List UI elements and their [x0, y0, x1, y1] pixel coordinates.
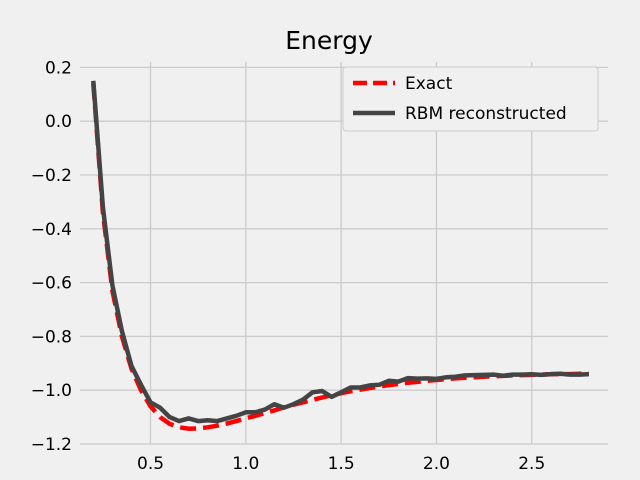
legend-label-1: RBM reconstructed [405, 104, 567, 124]
x-tick-label: 1.0 [232, 454, 259, 474]
y-axis-ticks: −1.2 −1.0 −0.8 −0.6 −0.4 −0.2 0.0 0.2 [31, 58, 72, 455]
y-tick-label: −0.8 [31, 327, 72, 347]
legend-box [342, 66, 599, 132]
grid [80, 62, 608, 445]
x-tick-label: 1.5 [328, 454, 355, 474]
y-tick-label: −0.4 [31, 220, 72, 240]
legend-label-0: Exact [405, 74, 453, 94]
chart-title: Energy [285, 26, 373, 55]
series-line-rbm [91, 80, 590, 424]
x-axis-ticks: 0.5 1.0 1.5 2.0 2.5 [137, 454, 545, 474]
x-tick-label: 0.5 [137, 454, 164, 474]
y-tick-label: −1.0 [31, 381, 72, 401]
y-tick-label: −1.2 [31, 435, 72, 455]
x-tick-label: 2.0 [423, 454, 450, 474]
x-tick-label: 2.5 [518, 454, 545, 474]
legend: Exact RBM reconstructed [342, 66, 599, 132]
y-tick-label: −0.2 [31, 166, 72, 186]
y-tick-label: 0.2 [45, 58, 72, 78]
series-lines [91, 80, 590, 431]
y-tick-label: 0.0 [45, 112, 72, 132]
y-tick-label: −0.6 [31, 274, 72, 294]
